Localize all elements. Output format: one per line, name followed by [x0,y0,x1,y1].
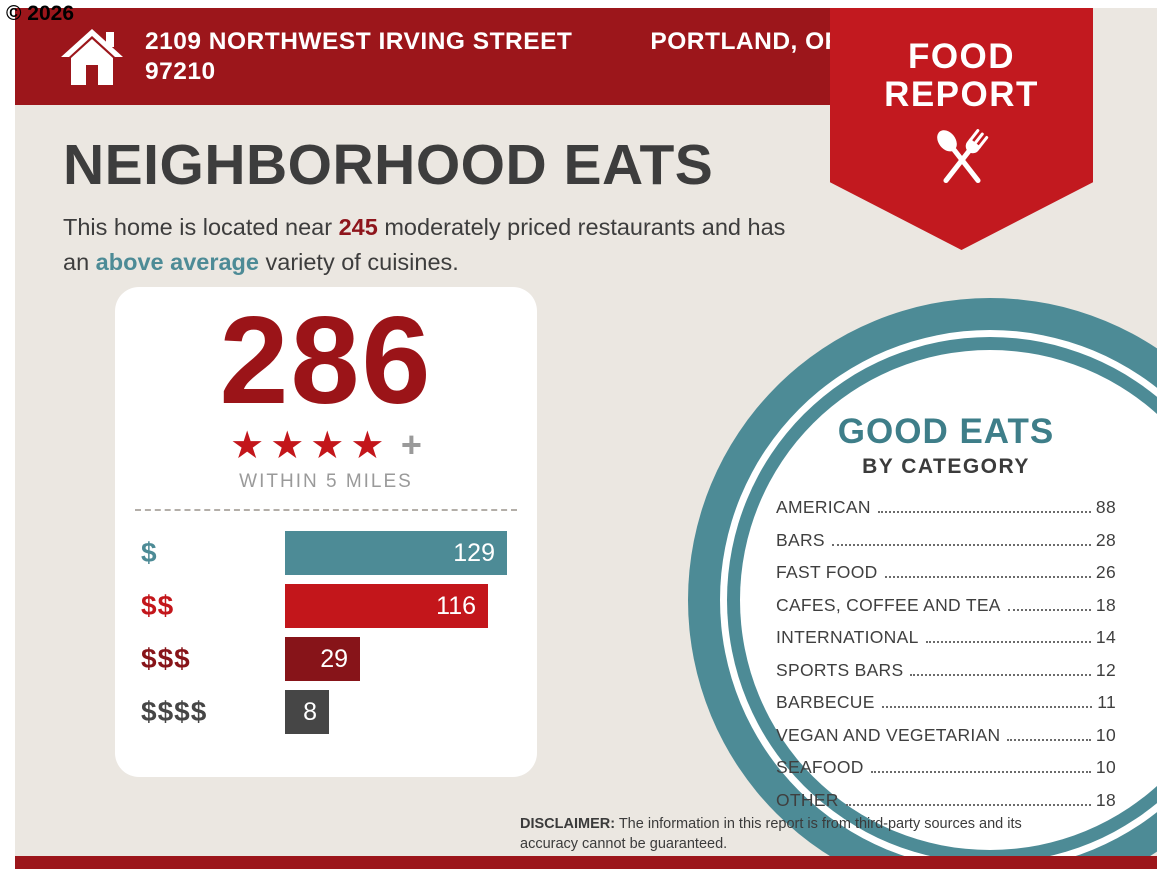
stars-icon: ★★★★ [230,423,391,467]
category-item: BARBECUE 11 [776,692,1116,713]
good-eats-circle: GOOD EATS BY CATEGORY AMERICAN 88 BARS 28 FA… [688,298,1157,869]
copyright-watermark: © 2026 [6,2,75,25]
price-bar-value: 8 [303,697,317,726]
intro-text-part1: This home is located near [63,214,339,240]
dot-leader [910,673,1091,676]
category-value: 18 [1095,594,1116,615]
intro-text-part3: variety of cuisines. [258,249,459,275]
star-rating: ★★★★ + [115,423,537,471]
price-bar: 129 [285,531,507,575]
total-restaurant-count: 286 [219,292,433,430]
variety-highlight: above average [95,249,259,275]
circle-inner-disc [740,350,1157,850]
category-item: FAST FOOD 26 [776,562,1116,583]
category-value: 88 [1095,497,1116,517]
street-address: 2109 NORTHWEST IRVING STREET [145,27,573,55]
intro-text-part2: moderately priced restaurants and has an [63,214,786,275]
city-state: PORTLAND, OR [650,27,843,55]
badge-title-line2: REPORT [884,75,1039,114]
home-icon [59,27,125,87]
dot-leader [845,803,1091,806]
category-item: VEGAN AND VEGETARIAN 10 [776,725,1116,746]
report-panel: 2109 NORTHWEST IRVING STREET PORTLAND, O… [15,8,1157,869]
price-bar-value: 129 [453,538,495,567]
category-label: BARS [776,529,825,550]
category-value: 18 [1095,789,1116,810]
dot-leader [877,511,1091,513]
disclaimer-text: The information in this report is from t… [520,816,1022,852]
category-value: 14 [1095,627,1116,647]
good-eats-content: GOOD EATS BY CATEGORY AMERICAN 88 BARS 28 FA… [776,412,1116,822]
category-label: SEAFOOD [776,757,864,777]
intro-text: This home is located near 245 moderately… [63,210,811,280]
price-tier-label: $$$ [141,643,191,674]
category-list: AMERICAN 88 BARS 28 FAST FOOD 26 CAFES, COFFEE… [776,497,1116,811]
price-bar-row: $129 [141,531,537,575]
price-bar-row: $$$$ 8 [141,690,537,734]
price-tier-label: $ [141,537,158,568]
category-label: CAFES, COFFEE AND TEA [776,594,1001,615]
category-label: SPORTS BARS [776,659,904,680]
category-item: SEAFOOD 10 [776,757,1116,778]
radius-label: WITHIN 5 MILES [239,471,413,492]
plus-sign: + [400,424,422,465]
stats-card: 286 ★★★★ + WITHIN 5 MILES $129 $$ 116 $$$ 29… [115,287,537,777]
price-bar: 116 [285,584,488,628]
header-bar: 2109 NORTHWEST IRVING STREET PORTLAND, O… [15,8,863,105]
price-bar-value: 29 [320,644,348,673]
address-block: 2109 NORTHWEST IRVING STREET PORTLAND, O… [145,27,843,87]
category-value: 10 [1095,724,1116,745]
category-item: CAFES, COFFEE AND TEA 18 [776,595,1116,616]
dashed-divider [135,509,517,511]
price-bar: 29 [285,637,360,681]
good-eats-title: GOOD EATS [837,412,1055,451]
price-bar: 8 [285,690,329,734]
price-bar-row: $$ 116 [141,584,537,628]
dot-leader [884,576,1091,578]
price-bar-value: 116 [436,591,476,620]
price-tier-label: $$ [141,590,175,621]
dot-leader [925,641,1091,643]
category-value: 28 [1095,529,1116,550]
dot-leader [881,706,1093,708]
category-label: INTERNATIONAL [776,627,919,647]
category-item: AMERICAN 88 [776,497,1116,518]
dot-leader [831,543,1091,546]
category-item: BARS 28 [776,530,1116,551]
dot-leader [1007,738,1091,741]
category-value: 10 [1095,757,1116,777]
price-bar-row: $$$ 29 [141,637,537,681]
zip-code: 97210 [145,57,216,85]
category-label: FAST FOOD [776,562,878,582]
disclaimer: DISCLAIMER: The information in this repo… [520,814,1068,854]
bottom-bar [15,856,1157,869]
restaurant-count: 245 [338,214,378,240]
category-label: AMERICAN [776,497,871,517]
category-label: BARBECUE [776,692,875,712]
price-bars: $129 $$ 116 $$$ 29 $$$$ 8 [141,531,537,734]
category-value: 26 [1095,562,1116,582]
good-eats-subtitle: BY CATEGORY [862,455,1030,478]
badge-title-line1: FOOD [907,37,1016,76]
dot-leader [1007,608,1091,611]
category-value: 12 [1095,659,1116,680]
price-tier-label: $$$$ [141,696,208,727]
spoon-fork-icon [830,118,1093,202]
disclaimer-label: DISCLAIMER: [520,816,616,832]
page-title: NEIGHBORHOOD EATS [63,133,714,197]
category-label: OTHER [776,789,839,810]
category-value: 11 [1097,692,1116,712]
food-report-badge: FOOD REPORT [830,8,1093,250]
dot-leader [870,771,1091,773]
category-item: OTHER 18 [776,790,1116,811]
category-label: VEGAN AND VEGETARIAN [776,724,1001,745]
category-item: SPORTS BARS 12 [776,660,1116,681]
category-item: INTERNATIONAL 14 [776,627,1116,648]
